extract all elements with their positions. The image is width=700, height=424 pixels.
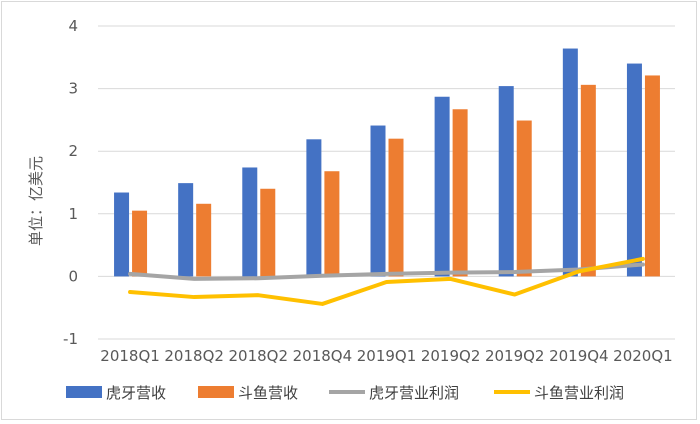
y-tick-label: 0 <box>68 267 78 285</box>
bar-douyu-revenue <box>260 188 276 277</box>
x-tick-label: 2019Q4 <box>549 347 609 365</box>
legend: 虎牙营收 斗鱼营收 虎牙营业利润 斗鱼营业利润 <box>66 384 624 402</box>
bar-huya-revenue <box>178 183 194 277</box>
legend-label: 斗鱼营收 <box>238 384 298 402</box>
bar-douyu-revenue <box>132 210 148 277</box>
legend-label: 虎牙营业利润 <box>369 384 459 402</box>
bar-huya-revenue <box>498 86 514 277</box>
y-tick-label: 4 <box>68 17 78 35</box>
x-tick-label: 2018Q2 <box>164 347 224 365</box>
legend-label: 斗鱼营业利润 <box>534 384 624 402</box>
bar-douyu-revenue <box>644 75 660 277</box>
x-tick-label: 2019Q2 <box>421 347 481 365</box>
x-tick-label: 2018Q1 <box>100 347 160 365</box>
line-huya-operating-profit <box>128 262 645 281</box>
bar-douyu-revenue <box>196 203 212 277</box>
bar-douyu-revenue <box>516 120 532 277</box>
bar-douyu-revenue <box>452 109 468 277</box>
legend-swatch <box>66 386 102 398</box>
bar-douyu-revenue <box>324 171 340 277</box>
x-tick-label: 2020Q1 <box>613 347 673 365</box>
line-series <box>128 256 645 306</box>
y-tick-label: 1 <box>68 205 78 223</box>
y-axis-label: 单位：亿美元 <box>27 156 45 246</box>
x-tick-label: 2018Q4 <box>293 347 353 365</box>
x-tick-label: 2018Q2 <box>229 347 289 365</box>
x-tick-label: 2019Q2 <box>485 347 545 365</box>
bar-douyu-revenue <box>580 84 596 277</box>
bar-huya-revenue <box>626 63 642 277</box>
legend-label: 虎牙营收 <box>106 384 166 402</box>
y-axis-ticks: -1 0 1 2 3 4 <box>63 17 78 348</box>
line-douyu-operating-profit <box>128 256 645 306</box>
bar-huya-revenue <box>114 192 130 277</box>
y-tick-label: 2 <box>68 142 78 160</box>
x-axis-ticks: 2018Q1 2018Q2 2018Q2 2018Q4 2019Q1 2019Q2 2019… <box>100 347 672 365</box>
gridlines <box>98 25 675 340</box>
bar-huya-revenue <box>562 48 578 277</box>
y-tick-label: -1 <box>63 330 78 348</box>
bar-douyu-revenue <box>388 138 404 277</box>
bar-huya-revenue <box>434 96 450 277</box>
bar-huya-revenue <box>370 125 386 277</box>
bar-huya-revenue <box>242 167 258 277</box>
bar-series <box>114 48 660 277</box>
y-tick-label: 3 <box>68 80 78 98</box>
x-tick-label: 2019Q1 <box>357 347 417 365</box>
legend-swatch <box>198 386 234 398</box>
bar-huya-revenue <box>306 139 322 277</box>
